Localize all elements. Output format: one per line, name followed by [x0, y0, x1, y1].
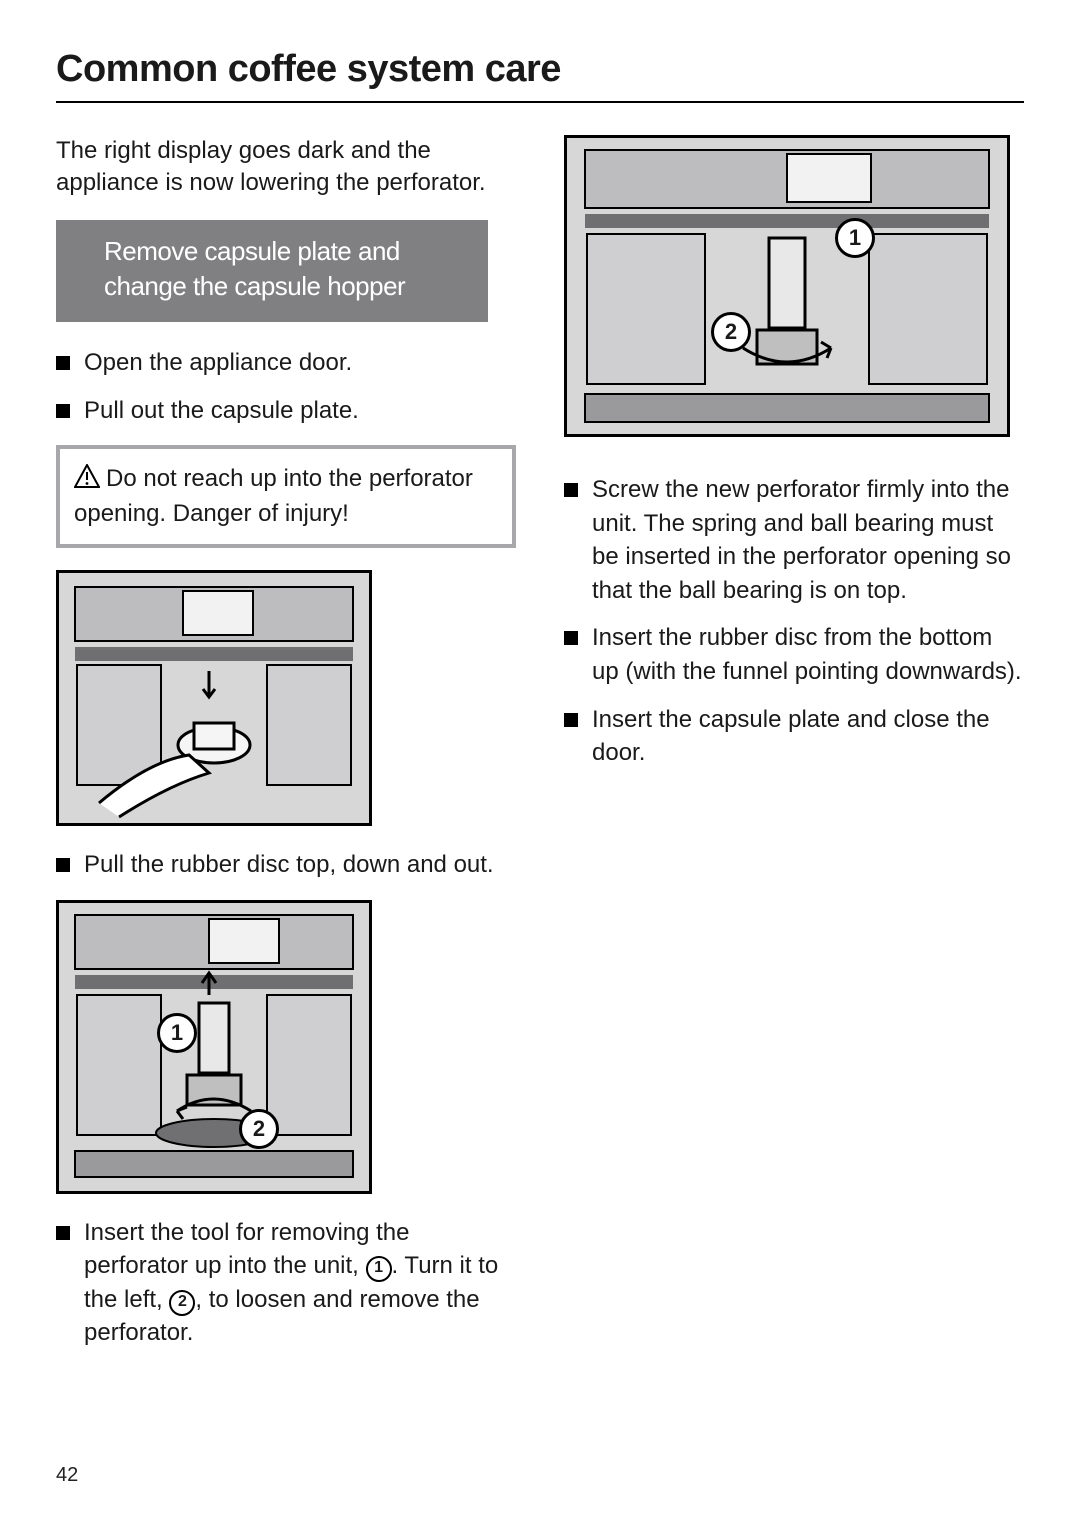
steps-list-2: Pull the rubber disc top, down and out.	[56, 848, 516, 882]
page-number: 42	[56, 1464, 78, 1487]
display-line-2: change the capsule hopper	[104, 269, 470, 304]
step-item: Insert the capsule plate and close the d…	[564, 703, 1024, 770]
figure-remove-perforator: 1 2	[56, 900, 372, 1194]
warning-box: Do not reach up into the perforator open…	[56, 445, 516, 548]
steps-list-1: Open the appliance door. Pull out the ca…	[56, 346, 516, 427]
right-column: 1 2 Screw the new perforator firmly into…	[564, 135, 1024, 1368]
warning-text: Do not reach up into the perforator open…	[74, 465, 473, 526]
inline-circle-1: 1	[366, 1256, 392, 1282]
figure-rubber-disc	[56, 570, 372, 826]
steps-list-3: Insert the tool for removing the perfora…	[56, 1216, 516, 1350]
callout-circle: 1	[835, 218, 875, 258]
figure-install-perforator: 1 2	[564, 135, 1010, 437]
figure-illustration-icon	[567, 138, 1007, 434]
callout-circle: 1	[157, 1013, 197, 1053]
left-column: The right display goes dark and the appl…	[56, 135, 516, 1368]
step-item: Pull out the capsule plate.	[56, 394, 516, 428]
display-line-1: Remove capsule plate and	[104, 234, 470, 269]
two-column-layout: The right display goes dark and the appl…	[56, 135, 1024, 1368]
step-item: Insert the tool for removing the perfora…	[56, 1216, 516, 1350]
figure-illustration-icon	[59, 903, 369, 1191]
callout-circle: 2	[711, 312, 751, 352]
figure-illustration-icon	[59, 573, 369, 823]
step-item: Screw the new perforator firmly into the…	[564, 473, 1024, 607]
steps-list-right: Screw the new perforator firmly into the…	[564, 473, 1024, 770]
lcd-display-banner: Remove capsule plate and change the caps…	[56, 220, 488, 322]
inline-circle-2: 2	[169, 1290, 195, 1316]
step-item: Pull the rubber disc top, down and out.	[56, 848, 516, 882]
title-rule	[56, 101, 1024, 103]
page-title: Common coffee system care	[56, 48, 1024, 91]
step-text-a: Insert the tool for removing the perfora…	[84, 1219, 410, 1280]
step-item: Open the appliance door.	[56, 346, 516, 380]
manual-page: Common coffee system care The right disp…	[0, 0, 1080, 1529]
callout-circle: 2	[239, 1109, 279, 1149]
step-item: Insert the rubber disc from the bottom u…	[564, 621, 1024, 688]
intro-paragraph: The right display goes dark and the appl…	[56, 135, 516, 200]
warning-icon	[74, 464, 100, 497]
